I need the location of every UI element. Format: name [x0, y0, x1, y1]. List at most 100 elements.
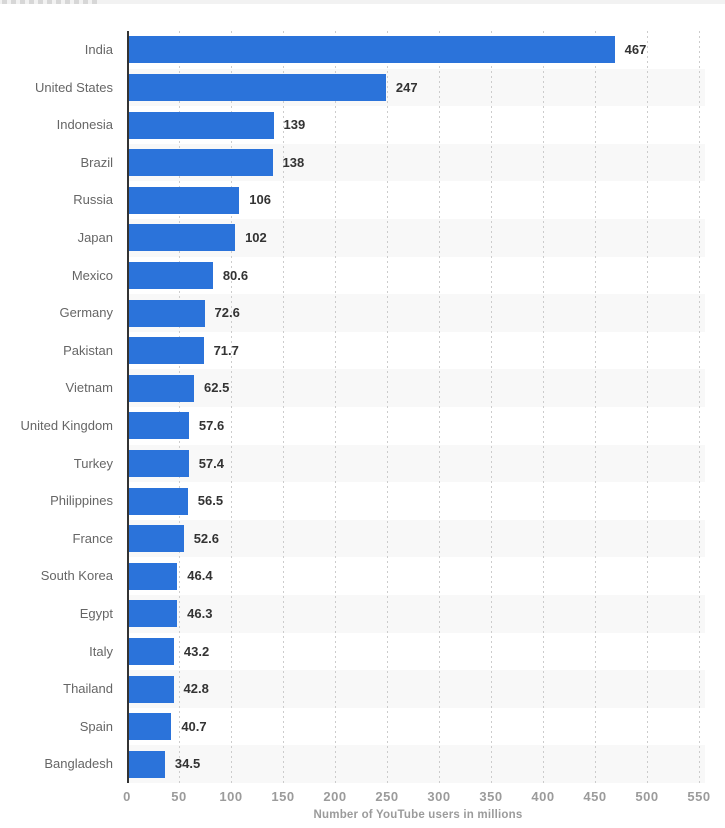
- bar-thailand[interactable]: [129, 675, 174, 703]
- value-label-indonesia: 139: [283, 117, 306, 133]
- category-label-brazil: Brazil: [80, 154, 113, 170]
- gridline-350: [490, 31, 492, 783]
- bar-italy[interactable]: [129, 637, 174, 665]
- gridline-550: [698, 31, 700, 783]
- value-label-south-korea: 46.4: [187, 568, 213, 584]
- bar-spain[interactable]: [129, 713, 172, 741]
- gridline-50: [178, 31, 180, 783]
- category-label-spain: Spain: [79, 718, 113, 734]
- gridline-500: [646, 31, 648, 783]
- row-band: [127, 633, 705, 671]
- value-label-france: 52.6: [193, 530, 220, 546]
- value-label-vietnam: 62.5: [204, 380, 230, 396]
- category-label-india: India: [84, 42, 113, 57]
- gridline-450: [594, 31, 596, 783]
- gridline-400: [542, 31, 544, 783]
- gridline-200: [334, 31, 336, 783]
- x-tick-label-0: 0: [123, 789, 131, 804]
- row-band: [127, 257, 705, 295]
- row-band: [127, 708, 705, 746]
- x-tick-label-50: 50: [171, 789, 187, 804]
- x-tick-label-450: 450: [583, 789, 607, 804]
- bar-united-kingdom[interactable]: [129, 412, 189, 440]
- value-label-pakistan: 71.7: [213, 342, 239, 358]
- x-tick-label-150: 150: [271, 789, 295, 804]
- category-label-japan: Japan: [77, 230, 113, 245]
- x-tick-label-550: 550: [687, 789, 711, 804]
- bar-turkey[interactable]: [129, 449, 189, 477]
- category-label-bangladesh: Bangladesh: [44, 756, 113, 772]
- bar-indonesia[interactable]: [129, 111, 274, 139]
- x-tick-label-250: 250: [375, 789, 399, 804]
- category-label-philippines: Philippines: [50, 493, 113, 509]
- row-band: [127, 745, 705, 783]
- category-label-united-states: United States: [34, 79, 113, 95]
- category-label-egypt: Egypt: [79, 606, 113, 621]
- category-label-mexico: Mexico: [71, 267, 113, 283]
- value-label-philippines: 56.5: [197, 493, 224, 509]
- value-label-germany: 72.6: [214, 305, 240, 321]
- value-label-thailand: 42.8: [183, 681, 209, 697]
- value-label-russia: 106: [249, 192, 271, 208]
- x-tick-label-300: 300: [427, 789, 451, 804]
- category-label-south-korea: South Korea: [40, 568, 113, 584]
- value-label-japan: 102: [245, 230, 267, 245]
- value-label-india: 467: [624, 42, 647, 57]
- value-label-turkey: 57.4: [198, 455, 224, 471]
- bar-russia[interactable]: [129, 186, 240, 214]
- category-label-italy: Italy: [89, 643, 113, 659]
- category-label-france: France: [72, 530, 113, 546]
- plot-area: 467 247 139 138 106 102 80.6 72.6 71.7 62.5 57.6 57…: [127, 31, 705, 783]
- category-label-indonesia: Indonesia: [56, 117, 113, 133]
- row-band: [127, 557, 705, 595]
- bar-vietnam[interactable]: [129, 374, 194, 402]
- bar-mexico[interactable]: [129, 261, 213, 289]
- value-label-united-kingdom: 57.6: [198, 418, 225, 433]
- page-top-strip: [0, 0, 725, 4]
- y-axis-line: [127, 31, 129, 783]
- bar-bangladesh[interactable]: [129, 750, 165, 778]
- value-label-mexico: 80.6: [222, 267, 249, 283]
- category-label-united-kingdom: United Kingdom: [20, 418, 114, 433]
- x-tick-label-200: 200: [323, 789, 347, 804]
- row-band: [127, 369, 705, 407]
- x-tick-label-400: 400: [531, 789, 555, 804]
- bar-united-states[interactable]: [129, 73, 386, 101]
- bar-philippines[interactable]: [129, 487, 188, 515]
- x-tick-label-100: 100: [219, 789, 243, 804]
- value-label-brazil: 138: [282, 154, 305, 170]
- x-tick-label-350: 350: [479, 789, 503, 804]
- value-label-italy: 43.2: [183, 643, 210, 659]
- category-label-turkey: Turkey: [73, 455, 113, 471]
- value-label-united-states: 247: [395, 79, 418, 95]
- category-label-vietnam: Vietnam: [65, 380, 113, 396]
- bar-germany[interactable]: [129, 299, 205, 327]
- bar-india[interactable]: [129, 36, 615, 64]
- gridline-250: [386, 31, 388, 783]
- gridline-100: [230, 31, 232, 783]
- row-band: [127, 294, 705, 332]
- gridline-150: [282, 31, 284, 783]
- bar-pakistan[interactable]: [129, 337, 204, 365]
- row-band: [127, 670, 705, 708]
- x-tick-label-500: 500: [635, 789, 659, 804]
- category-label-russia: Russia: [73, 192, 113, 208]
- category-label-thailand: Thailand: [63, 681, 113, 697]
- bar-brazil[interactable]: [129, 149, 273, 177]
- row-band: [127, 444, 705, 483]
- bar-egypt[interactable]: [129, 600, 178, 628]
- value-label-bangladesh: 34.5: [174, 756, 201, 772]
- bar-south-korea[interactable]: [129, 562, 178, 590]
- gridline-300: [438, 31, 440, 783]
- bar-france[interactable]: [129, 525, 184, 553]
- value-label-egypt: 46.3: [187, 606, 213, 621]
- dashed-divider: [2, 0, 98, 4]
- value-label-spain: 40.7: [181, 718, 207, 734]
- category-label-germany: Germany: [59, 305, 113, 321]
- category-label-pakistan: Pakistan: [63, 342, 113, 358]
- x-axis-title: Number of YouTube users in millions: [313, 809, 523, 821]
- row-band: [127, 519, 705, 558]
- bar-japan[interactable]: [129, 224, 236, 252]
- row-band: [127, 595, 705, 633]
